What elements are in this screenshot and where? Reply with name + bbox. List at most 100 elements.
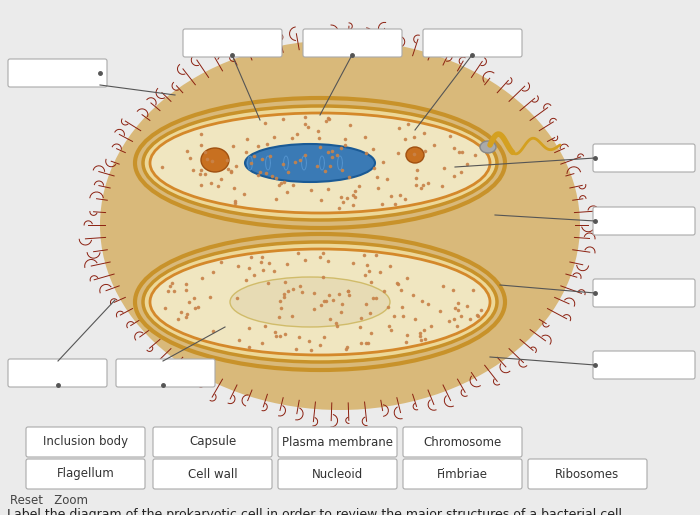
FancyBboxPatch shape <box>303 29 402 57</box>
Point <box>228 142 239 150</box>
Point <box>360 149 372 157</box>
Point <box>340 345 351 353</box>
Point <box>264 259 275 267</box>
Point <box>343 290 354 299</box>
Point <box>368 145 379 153</box>
Point <box>189 303 200 312</box>
Point <box>362 339 373 348</box>
Point <box>176 308 187 316</box>
Point <box>279 178 290 186</box>
Text: Cell wall: Cell wall <box>188 468 237 480</box>
Point <box>289 158 300 166</box>
Point <box>385 325 396 334</box>
Point <box>326 147 337 155</box>
Point <box>164 282 176 290</box>
Point <box>246 159 257 167</box>
Point <box>195 166 206 175</box>
Point <box>383 321 394 330</box>
Point <box>308 304 319 313</box>
Point <box>187 166 198 174</box>
Point <box>314 133 325 142</box>
Point <box>416 297 427 305</box>
Point <box>167 279 178 287</box>
Point <box>256 258 267 266</box>
Point <box>323 291 334 299</box>
Point <box>205 179 216 187</box>
Point <box>354 182 365 191</box>
FancyBboxPatch shape <box>26 459 145 489</box>
Point <box>437 182 448 190</box>
Point <box>453 299 464 307</box>
Point <box>268 133 279 141</box>
Point <box>256 253 267 261</box>
Point <box>282 188 293 196</box>
Point <box>359 271 370 280</box>
Point <box>318 297 329 305</box>
Point <box>444 132 456 140</box>
Point <box>286 134 297 142</box>
Point <box>181 310 193 318</box>
Point <box>389 312 400 320</box>
Point <box>271 175 282 183</box>
Point <box>372 184 384 192</box>
Point <box>254 168 265 176</box>
Point <box>260 169 272 177</box>
Point <box>374 268 386 276</box>
Point <box>202 155 213 163</box>
Point <box>323 115 335 123</box>
Point <box>281 260 293 268</box>
Point <box>279 290 290 298</box>
Point <box>314 253 326 261</box>
Text: Reset   Zoom: Reset Zoom <box>10 494 88 507</box>
FancyBboxPatch shape <box>423 29 522 57</box>
Point <box>383 303 394 311</box>
Point <box>196 274 207 282</box>
Point <box>253 142 264 150</box>
Point <box>419 326 430 334</box>
Point <box>199 170 211 178</box>
Point <box>475 305 486 314</box>
Point <box>469 151 480 159</box>
Point <box>401 338 412 346</box>
Point <box>468 286 479 295</box>
Point <box>378 158 389 166</box>
Point <box>410 181 421 189</box>
Point <box>300 113 311 121</box>
Point <box>342 342 353 351</box>
Point <box>195 129 206 138</box>
Point <box>173 315 184 323</box>
Point <box>280 330 291 338</box>
Point <box>314 340 326 349</box>
Point <box>238 190 249 198</box>
Point <box>253 170 264 179</box>
Point <box>278 160 289 168</box>
Point <box>212 182 223 191</box>
FancyBboxPatch shape <box>403 459 522 489</box>
Point <box>207 157 218 165</box>
Point <box>330 319 342 327</box>
Point <box>393 280 404 288</box>
Point <box>461 302 472 311</box>
Point <box>343 173 354 181</box>
Point <box>409 133 420 141</box>
Point <box>276 179 287 187</box>
Point <box>449 172 460 180</box>
Point <box>274 313 285 321</box>
Point <box>290 345 301 353</box>
Point <box>342 287 354 295</box>
Point <box>229 184 240 192</box>
Point <box>393 149 404 157</box>
Point <box>232 262 244 270</box>
Ellipse shape <box>480 141 496 153</box>
FancyBboxPatch shape <box>278 427 397 457</box>
Text: Fimbriae: Fimbriae <box>437 468 488 480</box>
Point <box>370 294 382 302</box>
Text: Nucleoid: Nucleoid <box>312 468 363 480</box>
Point <box>157 162 168 170</box>
Point <box>231 162 242 170</box>
Point <box>275 297 286 305</box>
Point <box>293 333 304 341</box>
Point <box>416 336 427 345</box>
Point <box>416 184 427 193</box>
Point <box>452 322 463 331</box>
